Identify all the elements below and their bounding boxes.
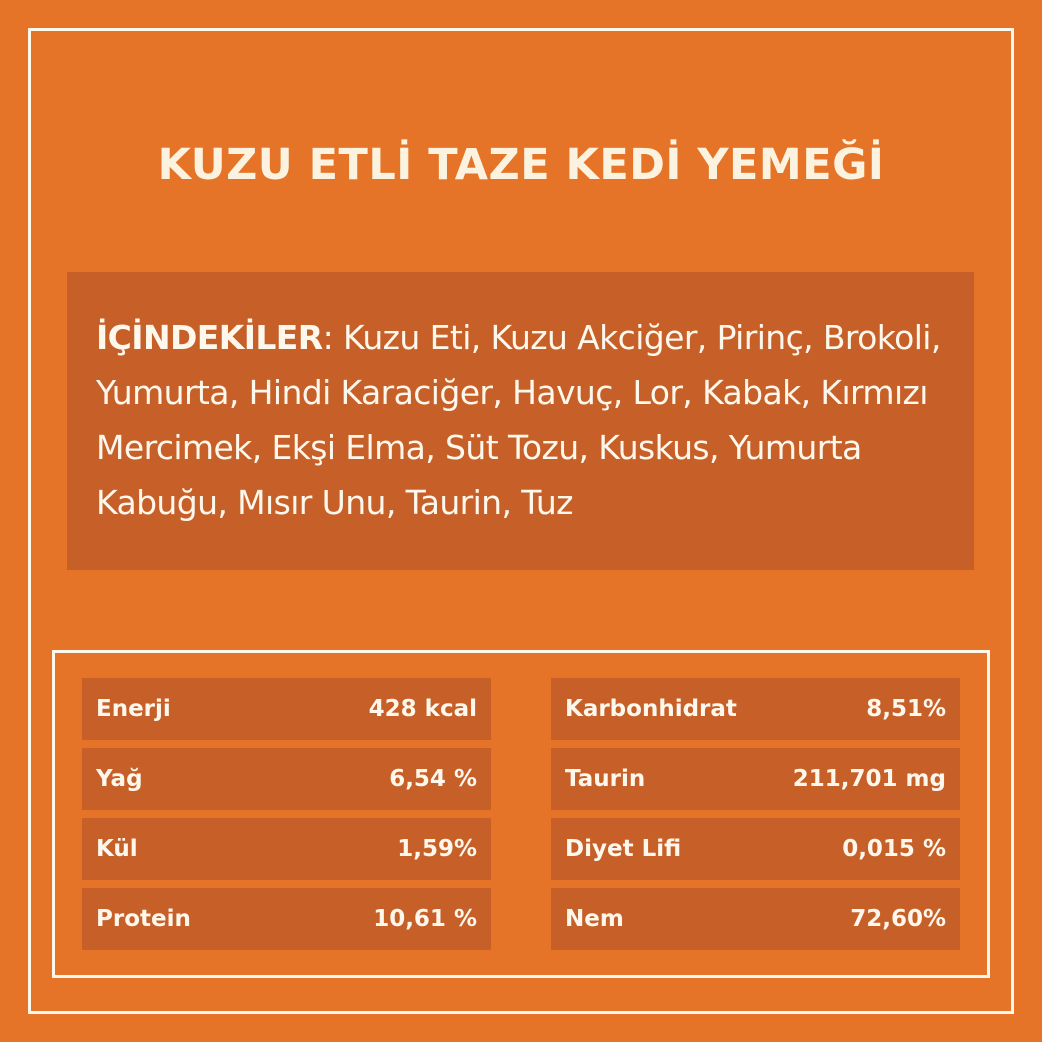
nutrition-table <box>52 650 990 978</box>
ingredients-box: İÇİNDEKİLER: Kuzu Eti, Kuzu Akciğer, Pir… <box>67 272 974 570</box>
nutrient-name: Enerji <box>96 696 171 722</box>
nutrient-value: 211,701 mg <box>792 766 946 792</box>
nutrient-value: 1,59% <box>397 836 477 862</box>
ingredients-label: İÇİNDEKİLER <box>96 318 323 357</box>
nutrition-row-enerji: Enerji 428 kcal <box>82 678 491 740</box>
nutrient-value: 8,51% <box>866 696 946 722</box>
nutrition-row-kul: Kül 1,59% <box>82 818 491 880</box>
nutrition-row-karbonhidrat: Karbonhidrat 8,51% <box>551 678 960 740</box>
nutrient-name: Yağ <box>96 766 143 792</box>
nutrient-name: Protein <box>96 906 191 932</box>
nutrition-row-yag: Yağ 6,54 % <box>82 748 491 810</box>
outer-border <box>28 28 1014 1014</box>
nutrient-name: Taurin <box>565 766 646 792</box>
nutrient-name: Karbonhidrat <box>565 696 737 722</box>
nutrient-name: Nem <box>565 906 624 932</box>
nutrient-value: 428 kcal <box>368 696 477 722</box>
nutrient-name: Kül <box>96 836 138 862</box>
nutrient-name: Diyet Lifi <box>565 836 682 862</box>
product-title: KUZU ETLİ TAZE KEDİ YEMEĞİ <box>157 140 885 190</box>
nutrient-value: 10,61 % <box>373 906 477 932</box>
nutrient-value: 6,54 % <box>389 766 477 792</box>
nutrition-row-nem: Nem 72,60% <box>551 888 960 950</box>
nutrient-value: 72,60% <box>850 906 946 932</box>
ingredients-text: : Kuzu Eti, Kuzu Akciğer, Pirinç, Brokol… <box>96 318 941 522</box>
nutrition-row-taurin: Taurin 211,701 mg <box>551 748 960 810</box>
nutrient-value: 0,015 % <box>842 836 946 862</box>
nutrition-row-protein: Protein 10,61 % <box>82 888 491 950</box>
nutrition-row-diyet-lifi: Diyet Lifi 0,015 % <box>551 818 960 880</box>
